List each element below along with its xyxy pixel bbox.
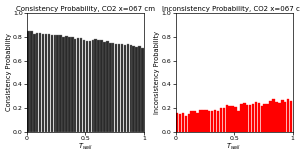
Bar [290,101,292,132]
Bar [184,116,187,132]
Bar [121,44,123,132]
Bar [48,34,50,132]
Bar [179,113,181,132]
Bar [59,35,62,132]
Bar [272,99,275,132]
Bar [278,103,280,132]
Bar [269,100,272,132]
Bar [252,104,254,132]
Bar [33,34,35,132]
Bar [141,48,144,132]
Bar [234,107,237,132]
Bar [202,110,205,132]
Bar [226,105,228,132]
Bar [231,106,234,132]
Bar [196,113,199,132]
Bar [62,37,65,132]
Bar [217,111,219,132]
Bar [53,35,56,132]
Bar [71,37,74,132]
Bar [94,39,97,132]
Bar [214,110,216,132]
Bar [223,108,225,132]
Bar [135,47,138,132]
Y-axis label: Consistency Probability: Consistency Probability [6,33,12,111]
Bar [261,106,263,132]
Bar [228,106,231,132]
Bar [45,34,47,132]
Bar [103,42,106,132]
Bar [98,40,100,132]
Bar [65,36,68,132]
X-axis label: $T_{wall}$: $T_{wall}$ [78,142,93,152]
Title: Consistency Probability, CO2 x=067 cm: Consistency Probability, CO2 x=067 cm [16,6,155,12]
Bar [109,43,112,132]
Bar [80,38,82,132]
Bar [112,43,114,132]
Bar [237,111,240,132]
Bar [182,113,184,132]
Bar [190,111,193,132]
Bar [263,104,266,132]
Bar [199,110,202,132]
Bar [39,33,41,132]
Bar [266,104,269,132]
Bar [77,38,80,132]
Bar [249,105,251,132]
Bar [194,111,196,132]
Bar [188,114,190,132]
Bar [220,108,222,132]
Bar [88,41,91,132]
Bar [132,46,135,132]
Bar [92,40,94,132]
Bar [246,105,248,132]
Bar [127,44,129,132]
Bar [30,31,33,132]
Bar [86,41,88,132]
Bar [287,99,290,132]
Bar [118,44,120,132]
Bar [124,45,126,132]
Bar [115,44,117,132]
Bar [138,46,141,132]
Bar [240,104,243,132]
Bar [281,100,284,132]
Y-axis label: Inconsistency Probability: Inconsistency Probability [154,31,160,114]
Bar [42,34,44,132]
Bar [83,40,85,132]
Bar [208,111,211,132]
Bar [74,39,76,132]
Bar [205,110,208,132]
Bar [56,35,59,132]
Bar [130,45,132,132]
Bar [176,113,178,132]
Title: Inconsistency Probability, CO2 x=067 cm: Inconsistency Probability, CO2 x=067 cm [162,6,300,12]
Bar [106,41,109,132]
Bar [284,102,286,132]
Bar [27,31,30,132]
Bar [243,103,245,132]
Bar [211,111,213,132]
X-axis label: $T_{wall}$: $T_{wall}$ [226,142,242,152]
Bar [36,33,38,132]
Bar [255,102,257,132]
Bar [258,103,260,132]
Bar [68,37,70,132]
Bar [51,35,53,132]
Bar [100,40,103,132]
Bar [275,102,278,132]
